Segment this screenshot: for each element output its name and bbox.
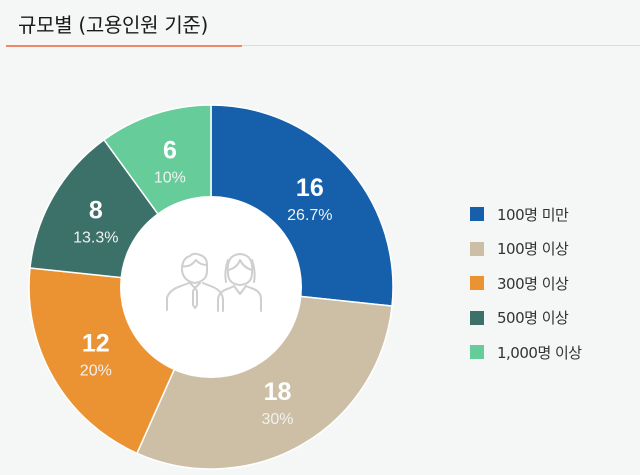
header: 규모별 (고용인원 기준) bbox=[0, 0, 640, 47]
legend-label: 100명 이상 bbox=[497, 240, 569, 258]
page-title: 규모별 (고용인원 기준) bbox=[18, 13, 209, 37]
legend-swatch bbox=[470, 276, 484, 290]
chart-legend: 100명 미만 100명 이상 300명 이상 500명 이상 1,000명 이… bbox=[470, 203, 582, 376]
slice-value: 6 bbox=[163, 137, 177, 165]
legend-label: 1,000명 이상 bbox=[497, 343, 582, 362]
legend-item-100-plus: 100명 이상 bbox=[470, 238, 582, 260]
slice-percentage: 20% bbox=[80, 363, 112, 380]
legend-swatch bbox=[470, 207, 484, 221]
legend-item-300-plus: 300명 이상 bbox=[470, 272, 582, 294]
slice-percentage: 30% bbox=[261, 411, 293, 428]
legend-item-under-100: 100명 미만 bbox=[470, 203, 582, 225]
legend-swatch bbox=[470, 310, 484, 325]
slice-value: 16 bbox=[296, 174, 324, 202]
title-accent-underline bbox=[6, 45, 242, 47]
legend-label: 500명 이상 bbox=[497, 309, 569, 327]
slice-percentage: 10% bbox=[154, 170, 186, 187]
legend-item-1000-plus: 1,000명 이상 bbox=[470, 341, 582, 363]
legend-label: 100명 미만 bbox=[497, 205, 569, 224]
legend-swatch bbox=[470, 241, 484, 256]
people-icon bbox=[166, 252, 262, 312]
slice-value: 8 bbox=[89, 197, 103, 225]
legend-label: 300명 이상 bbox=[497, 274, 569, 293]
slice-percentage: 13.3% bbox=[73, 230, 118, 247]
legend-swatch bbox=[470, 345, 484, 359]
slice-percentage: 26.7% bbox=[287, 207, 332, 224]
slice-value: 12 bbox=[82, 330, 110, 358]
title-divider bbox=[6, 45, 640, 46]
legend-item-500-plus: 500명 이상 bbox=[470, 307, 582, 329]
slice-value: 18 bbox=[264, 378, 292, 406]
